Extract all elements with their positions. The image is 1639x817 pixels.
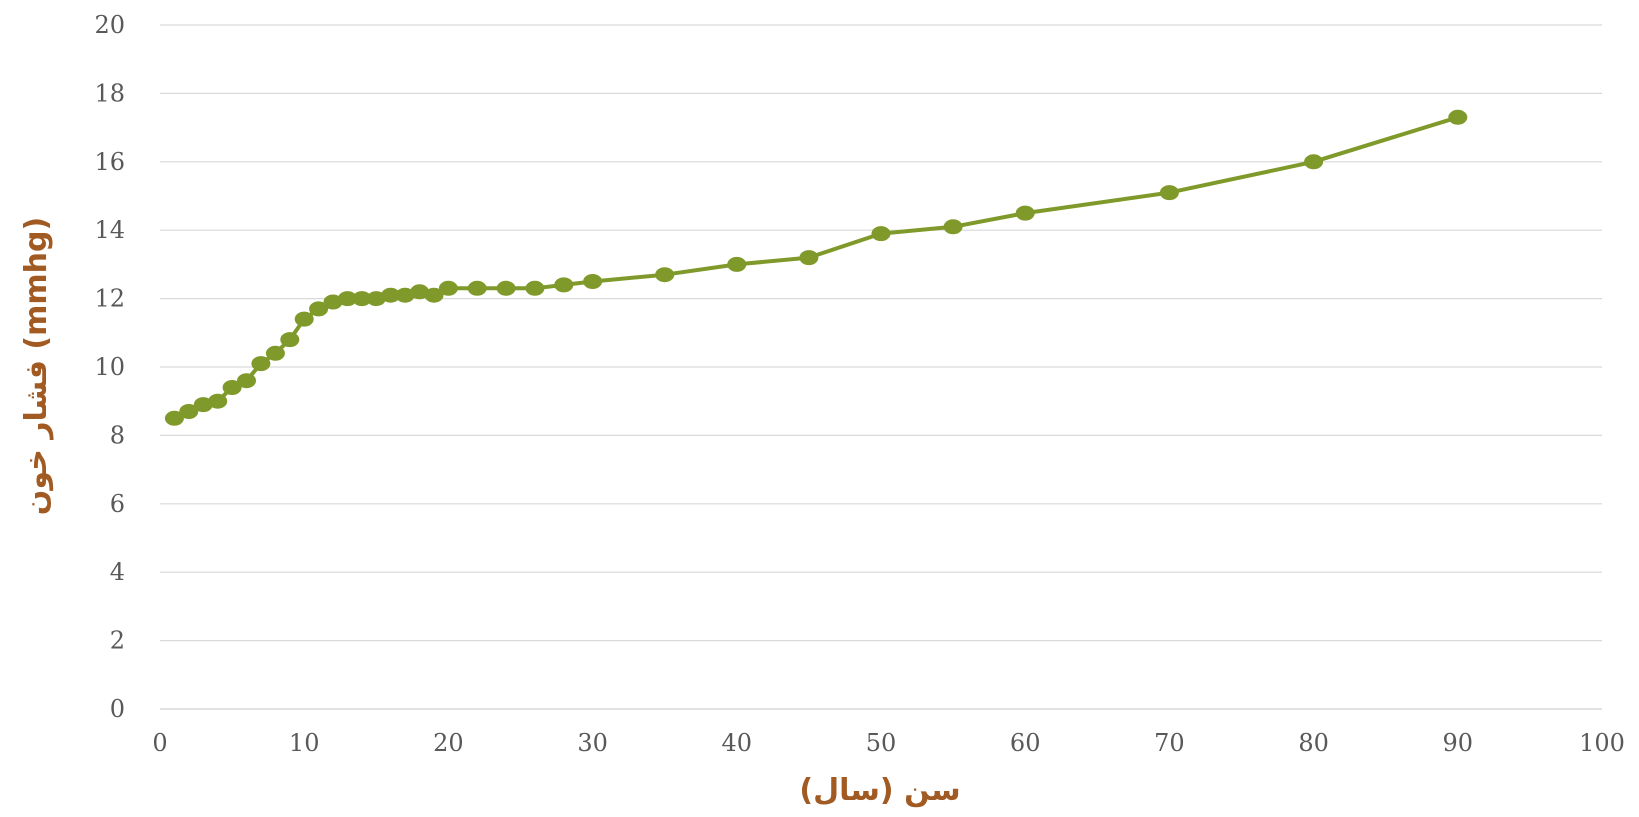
data-point [943, 219, 963, 235]
data-point [438, 280, 458, 296]
x-tick-label: 20 [433, 729, 464, 757]
y-tick-label: 18 [94, 79, 125, 107]
y-tick-label: 8 [110, 421, 125, 449]
data-point [496, 280, 516, 296]
y-tick-label: 10 [94, 353, 125, 381]
data-point [179, 404, 199, 419]
data-point [871, 226, 891, 242]
data-point [309, 301, 329, 317]
y-tick-label: 4 [110, 558, 125, 586]
x-tick-label: 60 [1010, 729, 1041, 757]
data-point [265, 345, 285, 361]
x-tick-label: 50 [866, 729, 897, 757]
y-tick-label: 12 [94, 285, 125, 313]
x-axis-title: سن (سال) [799, 773, 960, 808]
data-point [554, 277, 574, 293]
x-tick-label: 10 [289, 729, 320, 757]
x-tick-label: 80 [1298, 729, 1329, 757]
data-point [655, 267, 675, 283]
series-line [172, 115, 1460, 421]
data-point [1448, 109, 1468, 125]
y-tick-label: 2 [110, 627, 125, 655]
data-point [467, 280, 487, 296]
data-point [251, 356, 271, 372]
x-tick-label: 90 [1443, 729, 1474, 757]
y-tick-label: 0 [110, 695, 125, 723]
x-tick-label: 100 [1579, 729, 1625, 757]
data-point [583, 274, 603, 289]
x-tick-label: 30 [577, 729, 608, 757]
tick-labels: 0 2 4 6 8 10 12 14 16 18 20 0 10 20 30 40 50 60 70 80 90 100 [94, 11, 1624, 757]
data-point [222, 380, 242, 395]
data-point [525, 280, 545, 296]
x-tick-label: 0 [152, 729, 167, 757]
data-point [1159, 185, 1179, 201]
data-point [280, 332, 300, 348]
data-series [164, 109, 1468, 426]
data-point [208, 393, 228, 409]
x-tick-label: 40 [722, 729, 753, 757]
data-point [799, 250, 819, 266]
grid-lines [160, 24, 1602, 642]
data-point [237, 373, 256, 389]
data-point [164, 410, 184, 426]
data-point [1015, 205, 1035, 221]
x-tick-label: 70 [1154, 729, 1185, 757]
y-tick-label: 20 [94, 11, 125, 39]
data-point [294, 311, 314, 327]
y-tick-label: 6 [110, 490, 125, 518]
data-point [424, 287, 444, 303]
y-tick-label: 16 [94, 148, 125, 176]
data-point [727, 256, 747, 272]
y-axis-title: فشار خون (mmhg) [19, 217, 54, 515]
y-tick-label: 14 [94, 216, 125, 244]
data-point [1304, 154, 1324, 170]
